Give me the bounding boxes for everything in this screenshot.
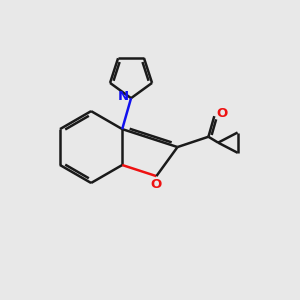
Text: O: O	[151, 178, 162, 191]
Text: O: O	[216, 107, 227, 120]
Text: N: N	[118, 90, 129, 103]
